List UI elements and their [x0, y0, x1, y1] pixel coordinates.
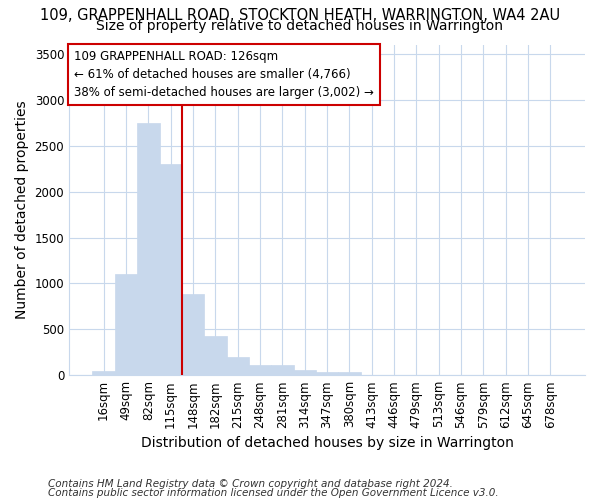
Bar — [92, 370, 115, 375]
Bar — [182, 294, 204, 375]
Bar — [115, 274, 137, 375]
Text: 109, GRAPPENHALL ROAD, STOCKTON HEATH, WARRINGTON, WA4 2AU: 109, GRAPPENHALL ROAD, STOCKTON HEATH, W… — [40, 8, 560, 22]
Bar — [338, 372, 361, 375]
Bar — [204, 336, 227, 375]
Y-axis label: Number of detached properties: Number of detached properties — [15, 101, 29, 320]
Bar — [137, 123, 160, 375]
Bar — [249, 365, 271, 375]
Bar — [316, 372, 338, 375]
X-axis label: Distribution of detached houses by size in Warrington: Distribution of detached houses by size … — [140, 436, 514, 450]
Text: Contains HM Land Registry data © Crown copyright and database right 2024.: Contains HM Land Registry data © Crown c… — [48, 479, 453, 489]
Text: Contains public sector information licensed under the Open Government Licence v3: Contains public sector information licen… — [48, 488, 499, 498]
Bar — [271, 365, 293, 375]
Bar — [160, 164, 182, 375]
Text: 109 GRAPPENHALL ROAD: 126sqm
← 61% of detached houses are smaller (4,766)
38% of: 109 GRAPPENHALL ROAD: 126sqm ← 61% of de… — [74, 50, 374, 99]
Bar — [227, 357, 249, 375]
Bar — [293, 370, 316, 375]
Text: Size of property relative to detached houses in Warrington: Size of property relative to detached ho… — [97, 19, 503, 33]
